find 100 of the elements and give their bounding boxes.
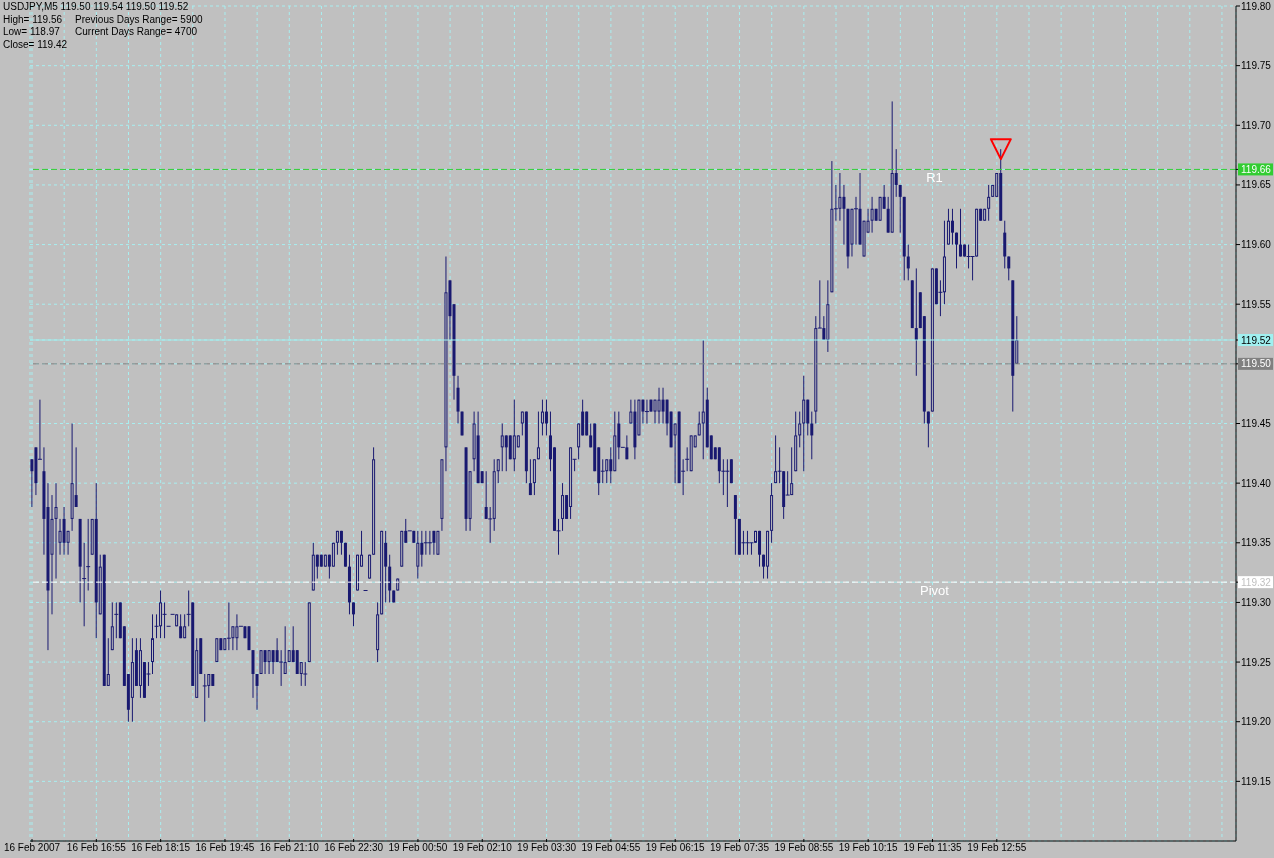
y-tick-label: 119.20: [1241, 716, 1272, 728]
candlestick: [717, 446, 721, 484]
candlestick: [62, 506, 66, 556]
annotation: Low= 118.97: [3, 26, 61, 39]
ref-line-label: R1: [926, 170, 943, 186]
candlestick: [744, 530, 750, 556]
candlestick: [806, 399, 810, 436]
candlestick: [528, 458, 532, 496]
x-tick-label: 19 Feb 08:55: [774, 842, 834, 853]
x-tick-label: 16 Feb 16:55: [66, 842, 127, 853]
candlestick: [263, 649, 267, 675]
candlestick: [926, 411, 930, 448]
candlestick: [540, 399, 544, 436]
x-tick-label: 16 Feb 19:45: [195, 842, 255, 853]
candlestick: [267, 649, 271, 675]
candlestick: [790, 446, 794, 496]
chart-title: USDJPY,M5 119.50 119.54 119.50 119.52: [3, 1, 190, 14]
candlestick: [701, 339, 705, 460]
y-tick-label: 119.32: [1241, 576, 1272, 588]
annotation: Previous Days Range= 5900: [75, 13, 203, 26]
x-tick-label: 19 Feb 10:15: [838, 842, 899, 853]
candlestick: [544, 399, 548, 436]
candlestick: [110, 601, 114, 651]
candlestick: [81, 542, 87, 627]
candlestick: [774, 434, 778, 484]
candlestick: [278, 649, 284, 687]
x-tick-label: 19 Feb 12:55: [967, 842, 1027, 853]
ref-line-label: Pivot: [920, 583, 950, 599]
candlestick: [302, 661, 308, 687]
y-tick-label: 119.35: [1241, 537, 1272, 549]
y-tick-label: 119.25: [1241, 656, 1272, 668]
candlestick: [151, 613, 154, 675]
candlestick: [202, 673, 208, 723]
candlestick: [504, 434, 508, 472]
candlestick: [838, 172, 842, 222]
candlestick: [416, 530, 420, 580]
x-tick-label: 16 Feb 21:10: [259, 842, 320, 853]
candlestick: [802, 375, 806, 472]
candlestick: [733, 494, 737, 556]
candlestick: [810, 411, 814, 460]
candlestick: [906, 244, 910, 281]
y-tick-label: 119.45: [1241, 418, 1272, 429]
candlestick: [532, 458, 536, 496]
candlestick: [352, 601, 355, 627]
annotation: Current Days Range= 4700: [75, 26, 199, 39]
x-tick-label: 19 Feb 06:15: [645, 842, 706, 853]
candlestick: [255, 673, 259, 711]
y-tick-label: 119.52: [1241, 334, 1272, 346]
candlestick: [653, 399, 657, 424]
candlestick: [657, 387, 661, 424]
y-tick-label: 119.66: [1241, 163, 1272, 175]
candlestick: [388, 554, 392, 603]
x-tick-label: 19 Feb 04:55: [581, 842, 641, 853]
y-tick-label: 119.40: [1241, 477, 1272, 489]
candlestick: [420, 530, 424, 568]
candlestick: [1003, 220, 1007, 269]
candlestick: [496, 458, 500, 484]
x-tick-label: 19 Feb 03:30: [517, 842, 577, 853]
candlestick: [235, 613, 239, 651]
candlestick: [512, 399, 516, 472]
candlestick: [870, 196, 874, 234]
candlestick: [484, 470, 488, 520]
x-tick-label: 19 Feb 00:50: [388, 842, 448, 853]
x-tick-label: 16 Feb 2007: [3, 842, 61, 853]
candlestick: [914, 267, 918, 377]
candlestick: [950, 208, 954, 246]
x-tick-label: 19 Feb 02:10: [452, 842, 513, 853]
candlestick: [955, 232, 958, 269]
candlestick: [251, 649, 255, 699]
candlestick: [207, 673, 211, 699]
y-tick-label: 119.65: [1241, 179, 1272, 191]
y-tick-label: 119.50: [1241, 358, 1272, 370]
y-tick-label: 119.60: [1241, 239, 1272, 251]
candlestick: [959, 208, 963, 257]
candlestick: [720, 458, 726, 496]
x-tick-label: 19 Feb 11:35: [903, 842, 963, 853]
annotation: Close= 119.42: [3, 38, 68, 51]
x-tick-label: 16 Feb 22:30: [324, 842, 384, 853]
candlestick: [159, 590, 163, 639]
x-tick-label: 16 Feb 18:15: [131, 842, 191, 853]
annotation: High= 119.56: [3, 13, 64, 26]
y-tick-label: 119.15: [1241, 775, 1272, 787]
y-tick-label: 119.55: [1241, 298, 1272, 310]
y-tick-label: 119.75: [1241, 60, 1272, 72]
candlestick: [987, 184, 991, 222]
candlestick: [898, 184, 902, 234]
x-tick-label: 19 Feb 07:35: [710, 842, 770, 853]
candlestick: [536, 411, 540, 460]
y-tick-label: 119.80: [1241, 0, 1272, 12]
candlestick: [661, 387, 665, 424]
candlestick: [946, 208, 950, 246]
y-tick-label: 119.70: [1241, 119, 1272, 131]
candlestick: [500, 423, 504, 472]
candlestick: [456, 375, 460, 424]
candlestick: [162, 601, 168, 639]
y-tick-label: 119.30: [1241, 596, 1272, 608]
candlestick: [283, 625, 287, 675]
candlestick: [758, 530, 762, 568]
candlestick: [605, 458, 609, 484]
candlestick: [423, 530, 429, 556]
